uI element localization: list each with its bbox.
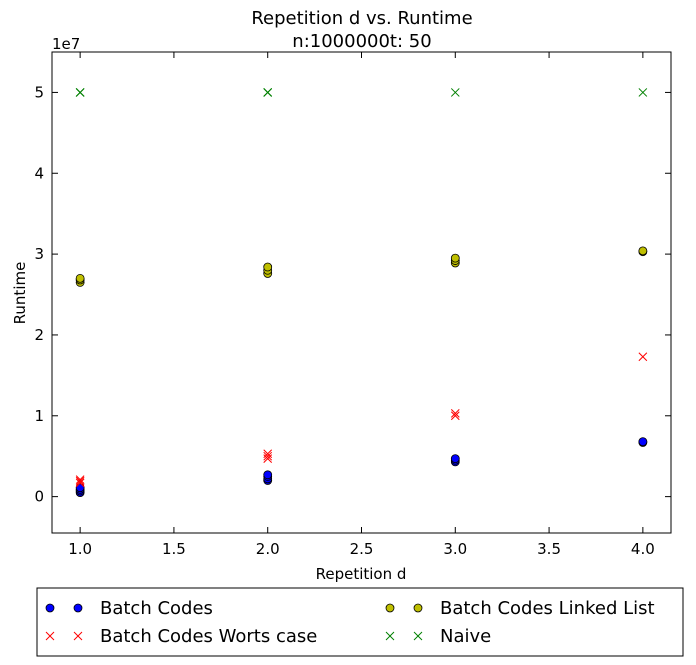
data-point — [75, 475, 85, 484]
data-point — [75, 476, 85, 486]
x-axis-label: Repetition d — [316, 565, 407, 583]
legend-marker — [413, 631, 423, 641]
chart-title-line1: Repetition d vs. Runtime — [251, 8, 472, 29]
data-point — [263, 449, 273, 459]
legend-marker — [73, 631, 83, 641]
x-tick-label: 3.5 — [537, 540, 561, 558]
data-point — [450, 88, 460, 97]
data-point — [638, 352, 648, 362]
x-tick-label: 2.0 — [256, 540, 280, 558]
y-axis-ticks: 0 1 2 3 4 5 — [34, 83, 671, 506]
data-point — [75, 478, 85, 488]
y-tick-label: 5 — [34, 83, 44, 101]
x-tick-label: 3.0 — [443, 540, 467, 558]
legend-entry-label: Batch Codes — [100, 598, 213, 619]
data-points — [75, 88, 648, 497]
legend-marker — [45, 603, 55, 613]
legend-entry-label: Batch Codes Linked List — [440, 598, 655, 619]
y-tick-label: 4 — [34, 164, 44, 182]
data-point — [638, 88, 648, 97]
legend-marker — [385, 631, 395, 641]
data-point — [450, 409, 460, 418]
legend-marker — [413, 603, 423, 613]
y-tick-label: 0 — [34, 488, 44, 506]
legend-marker — [73, 603, 83, 613]
x-axis-ticks: 1.0 1.5 2.0 2.5 3.0 3.5 4.0 — [68, 52, 655, 558]
data-point — [638, 437, 648, 447]
y-tick-label: 3 — [34, 245, 44, 263]
legend-entry-label: Naive — [440, 626, 491, 647]
data-point — [263, 262, 273, 272]
y-scale-label: 1e7 — [52, 35, 80, 53]
data-point — [450, 253, 460, 263]
plot-area — [51, 51, 672, 534]
x-tick-label: 2.5 — [350, 540, 374, 558]
data-point — [75, 273, 85, 283]
data-point — [638, 246, 648, 256]
data-point — [263, 451, 273, 461]
legend-marker — [385, 603, 395, 613]
x-tick-label: 1.0 — [68, 540, 92, 558]
data-point — [263, 88, 273, 97]
x-tick-label: 1.5 — [162, 540, 186, 558]
legend: Batch Codes Batch Codes Worts case Batch C… — [45, 598, 655, 647]
data-point — [450, 411, 460, 421]
chart-title-line2: n:1000000t: 50 — [292, 31, 431, 52]
data-point — [75, 88, 85, 97]
data-point — [450, 454, 460, 464]
y-tick-label: 2 — [34, 326, 44, 344]
data-point — [75, 483, 85, 493]
y-axis-label: Runtime — [11, 262, 29, 325]
y-tick-label: 1 — [34, 407, 44, 425]
x-tick-label: 4.0 — [631, 540, 655, 558]
legend-box — [36, 587, 684, 657]
legend-marker — [45, 631, 55, 641]
legend-entry-label: Batch Codes Worts case — [100, 626, 317, 647]
data-point — [263, 470, 273, 480]
